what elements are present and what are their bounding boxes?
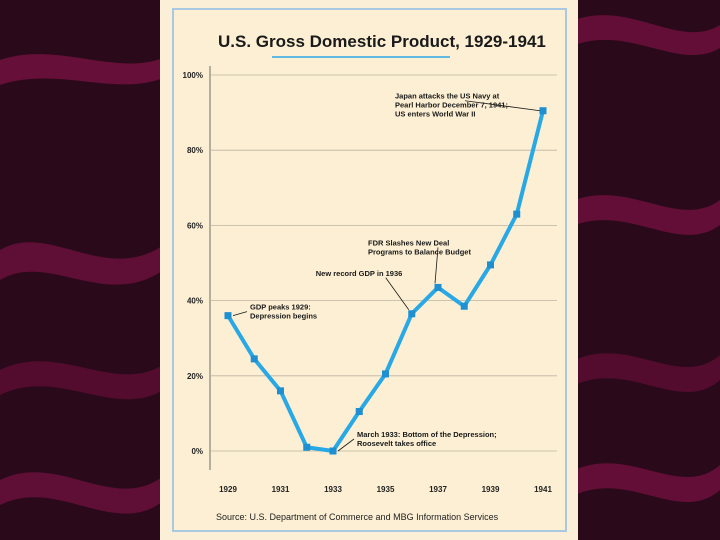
data-point [303, 443, 311, 451]
data-point [277, 387, 284, 395]
x-tick-label: 1941 [534, 485, 552, 494]
annotation-label: Depression begins [250, 312, 317, 321]
annotation-label: Pearl Harbor December 7, 1941; [395, 101, 508, 110]
annotation-arrow [232, 311, 248, 317]
x-tick-label: 1937 [429, 485, 447, 494]
data-point [460, 302, 468, 310]
chart-title: U.S. Gross Domestic Product, 1929-1941 [218, 32, 546, 51]
chart-frame [172, 8, 567, 532]
y-tick-label: 80% [187, 146, 203, 155]
data-point [434, 283, 442, 291]
data-point [329, 447, 337, 455]
source-note: Source: U.S. Department of Commerce and … [216, 512, 499, 522]
grid-layer [210, 74, 557, 452]
annotation-arrow [385, 277, 410, 310]
y-tick-label: 20% [187, 372, 203, 381]
y-tick-labels: 0% 20% 40% 60% 80% 100% [183, 71, 203, 456]
x-tick-labels: 1929 1931 1933 1935 1937 1939 1941 [219, 485, 552, 494]
data-point [224, 312, 232, 320]
annotation-label: March 1933: Bottom of the Depression; [357, 430, 497, 439]
data-point [408, 310, 416, 318]
annotation-arrow [337, 438, 355, 452]
data-point [513, 210, 521, 218]
annotation-arrow [464, 100, 541, 112]
annotation-label: Roosevelt takes office [357, 439, 436, 448]
data-point [250, 355, 258, 363]
annotation-arrow [434, 247, 439, 284]
annotation-label: New record GDP in 1936 [316, 269, 403, 278]
data-point [487, 261, 494, 269]
annotation-label: Japan attacks the US Navy at [395, 92, 500, 101]
y-tick-label: 100% [183, 71, 203, 80]
data-point [382, 370, 389, 378]
data-point [539, 107, 547, 115]
y-tick-label: 0% [191, 447, 203, 456]
gdp-series-line [226, 110, 545, 453]
x-tick-label: 1933 [324, 485, 342, 494]
annotation-label: US enters World War II [395, 110, 475, 119]
annotation-label: Programs to Balance Budget [368, 247, 471, 256]
x-tick-label: 1931 [272, 485, 290, 494]
x-tick-label: 1929 [219, 485, 237, 494]
gdp-data-points [224, 107, 547, 455]
annotation-label: FDR Slashes New Deal [368, 238, 449, 247]
data-point [355, 408, 363, 416]
y-tick-label: 60% [187, 221, 203, 230]
y-tick-label: 40% [187, 297, 203, 306]
x-tick-label: 1935 [377, 485, 395, 494]
annotation-label: GDP peaks 1929: [250, 303, 311, 312]
annotations: GDP peaks 1929:Depression begins March 19… [232, 92, 541, 452]
x-tick-label: 1939 [482, 485, 500, 494]
